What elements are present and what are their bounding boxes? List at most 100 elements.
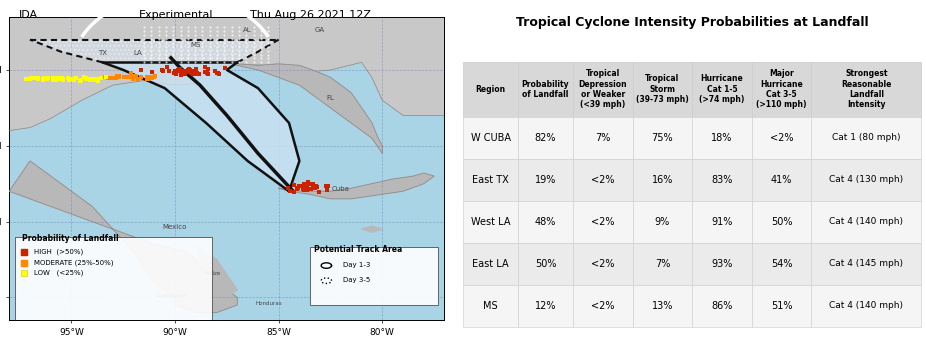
Point (320, 183, 335, 189)
Point (300, 187, 315, 193)
Text: Probability of Landfall: Probability of Landfall (21, 234, 119, 243)
Text: 13%: 13% (652, 301, 673, 311)
Polygon shape (195, 244, 237, 298)
Point (109, 74, 124, 79)
Text: Region: Region (475, 85, 506, 94)
Point (133, 75, 148, 80)
Bar (752, 201, 811, 243)
Point (54, 75, 69, 81)
Point (282, 188, 297, 193)
Polygon shape (103, 62, 299, 191)
Point (36, 77, 51, 82)
Point (281, 185, 295, 190)
Point (170, 67, 185, 73)
Text: 91%: 91% (711, 217, 732, 227)
Point (286, 189, 301, 194)
Point (199, 70, 214, 75)
Point (40, 76, 55, 82)
Text: <2%: <2% (591, 259, 615, 269)
Point (189, 67, 204, 73)
Polygon shape (9, 17, 444, 130)
Point (181, 69, 195, 74)
Point (211, 71, 226, 77)
Point (144, 75, 159, 81)
Point (55, 75, 69, 81)
Point (31, 76, 45, 82)
Bar (811, 62, 921, 117)
Point (304, 181, 319, 187)
Point (79, 76, 94, 82)
Point (187, 71, 202, 76)
Polygon shape (321, 263, 332, 268)
Bar (752, 62, 811, 117)
Point (105, 75, 119, 81)
Point (62, 76, 77, 82)
Bar (632, 243, 693, 285)
Point (145, 70, 160, 75)
Text: LOW   (<25%): LOW (<25%) (34, 270, 83, 276)
Text: AL: AL (244, 27, 252, 33)
Point (286, 182, 301, 188)
Text: Guatemala: Guatemala (156, 294, 186, 298)
Point (26, 75, 41, 81)
Point (168, 68, 182, 74)
Point (17, 249, 31, 255)
Point (82, 77, 97, 82)
Text: Cat 4 (130 mph): Cat 4 (130 mph) (830, 175, 904, 184)
Bar (573, 62, 632, 117)
Text: East TX: East TX (472, 175, 509, 185)
Text: Thu Aug 26 2021 12Z: Thu Aug 26 2021 12Z (250, 10, 371, 20)
Point (101, 75, 116, 81)
Bar (752, 243, 811, 285)
Point (26, 75, 41, 80)
Point (88, 76, 103, 82)
Bar (518, 159, 573, 201)
Text: Day 1-3: Day 1-3 (343, 262, 370, 268)
Point (311, 189, 326, 195)
Point (19, 76, 33, 82)
Point (143, 74, 157, 80)
Point (297, 188, 312, 193)
Text: MODERATE (25%-50%): MODERATE (25%-50%) (34, 259, 114, 266)
Text: MS: MS (483, 301, 498, 311)
Point (189, 67, 204, 72)
Bar (752, 285, 811, 327)
Text: East LA: East LA (472, 259, 508, 269)
Point (197, 69, 212, 74)
Point (176, 70, 191, 75)
Text: <2%: <2% (770, 133, 794, 143)
Text: Cat 4 (140 mph): Cat 4 (140 mph) (830, 302, 904, 310)
Bar (463, 159, 518, 201)
Point (56, 77, 70, 83)
Point (131, 76, 145, 82)
Text: 82%: 82% (534, 133, 557, 143)
Point (155, 67, 169, 73)
Point (167, 70, 181, 76)
Point (300, 185, 315, 190)
Bar (573, 159, 632, 201)
Point (218, 65, 232, 71)
Polygon shape (30, 39, 279, 62)
Text: Cat 4 (140 mph): Cat 4 (140 mph) (830, 217, 904, 226)
Point (140, 74, 155, 80)
Text: 41%: 41% (770, 175, 793, 185)
Point (122, 74, 137, 80)
Point (109, 74, 124, 79)
Text: Day 3-5: Day 3-5 (343, 277, 370, 283)
Point (189, 69, 204, 74)
Point (297, 182, 312, 187)
Text: Belize: Belize (205, 271, 220, 276)
Point (62, 77, 77, 82)
Point (48, 75, 63, 81)
Text: 7%: 7% (655, 259, 670, 269)
Text: LA: LA (133, 50, 142, 56)
Text: <2%: <2% (591, 301, 615, 311)
Bar (692, 159, 752, 201)
Point (308, 186, 323, 191)
Point (178, 71, 193, 77)
Point (146, 74, 161, 80)
Point (175, 68, 190, 74)
Bar (692, 201, 752, 243)
Bar (811, 243, 921, 285)
Text: Tropical
Depression
or Weaker
(<39 mph): Tropical Depression or Weaker (<39 mph) (579, 69, 627, 109)
